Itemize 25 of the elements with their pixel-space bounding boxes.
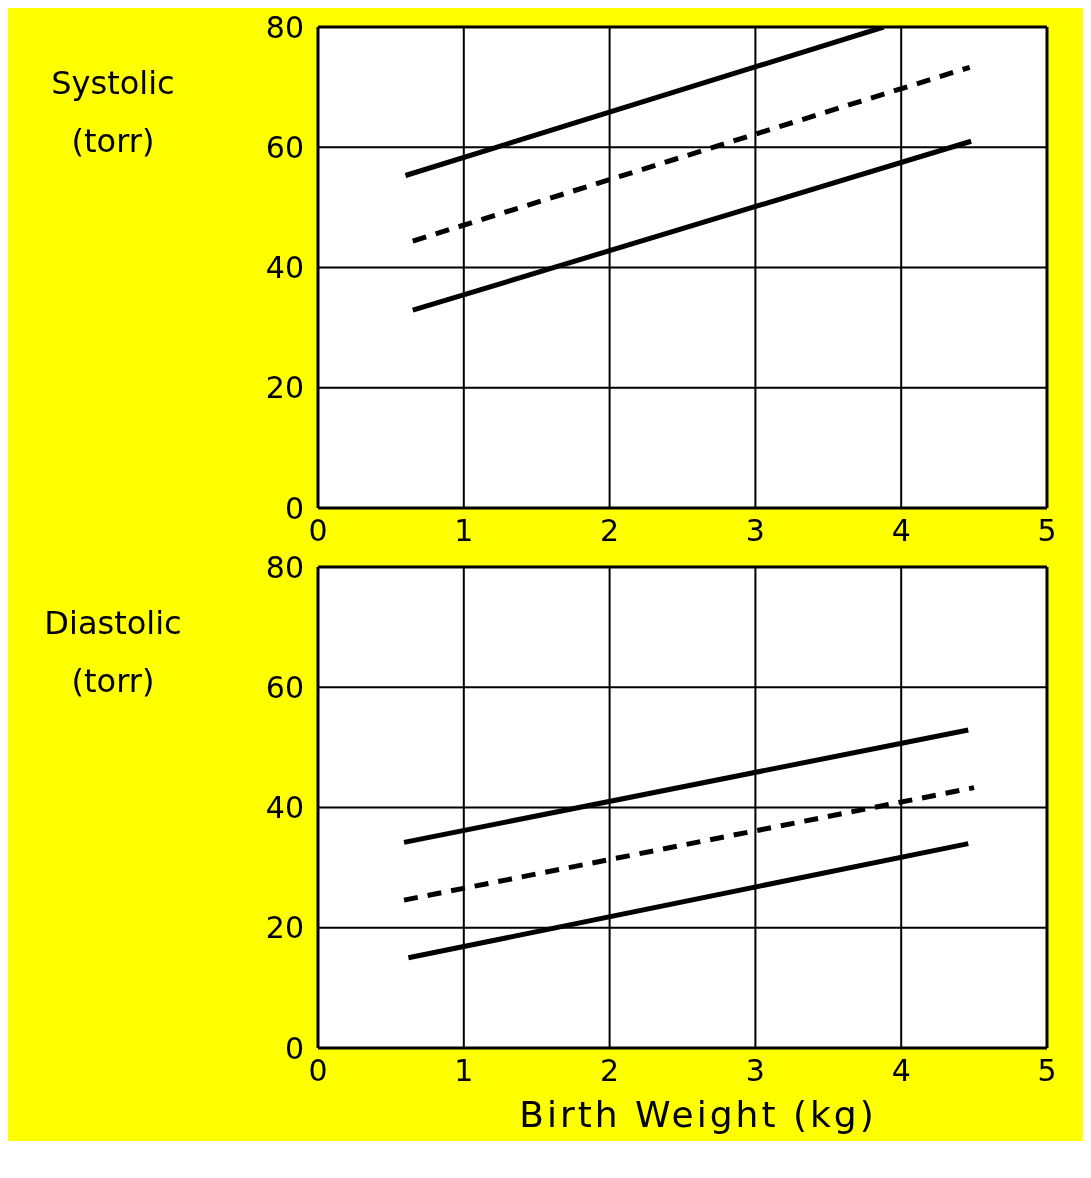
x-tick-label: 4 [891, 513, 911, 549]
x-tick-label: 0 [308, 1053, 328, 1089]
x-tick-label: 1 [454, 513, 474, 549]
x-tick-label: 2 [600, 1053, 620, 1089]
x-tick-label: 3 [745, 513, 765, 549]
x-tick-label: 2 [600, 513, 620, 549]
x-tick-label: 3 [745, 1053, 765, 1089]
y-tick-label: 60 [265, 669, 304, 705]
y-tick-label: 0 [284, 1030, 304, 1066]
x-tick-label: 1 [454, 1053, 474, 1089]
x-axis-title: Birth Weight (kg) [518, 1094, 878, 1135]
y-tick-label: 20 [265, 370, 304, 406]
y-tick-label: 0 [284, 490, 304, 526]
x-tick-label: 5 [1037, 1053, 1057, 1089]
y-tick-label: 40 [265, 790, 304, 826]
x-tick-label: 5 [1037, 513, 1057, 549]
y-axis-title: Systolic (torr) [50, 63, 176, 162]
y-axis-title: Diastolic (torr) [43, 603, 183, 702]
x-tick-label: 4 [891, 1053, 911, 1089]
y-tick-label: 60 [265, 129, 304, 165]
y-tick-label: 80 [265, 9, 304, 45]
y-tick-label: 40 [265, 250, 304, 286]
y-tick-label: 80 [265, 549, 304, 585]
y-tick-label: 20 [265, 910, 304, 946]
x-tick-label: 0 [308, 513, 328, 549]
